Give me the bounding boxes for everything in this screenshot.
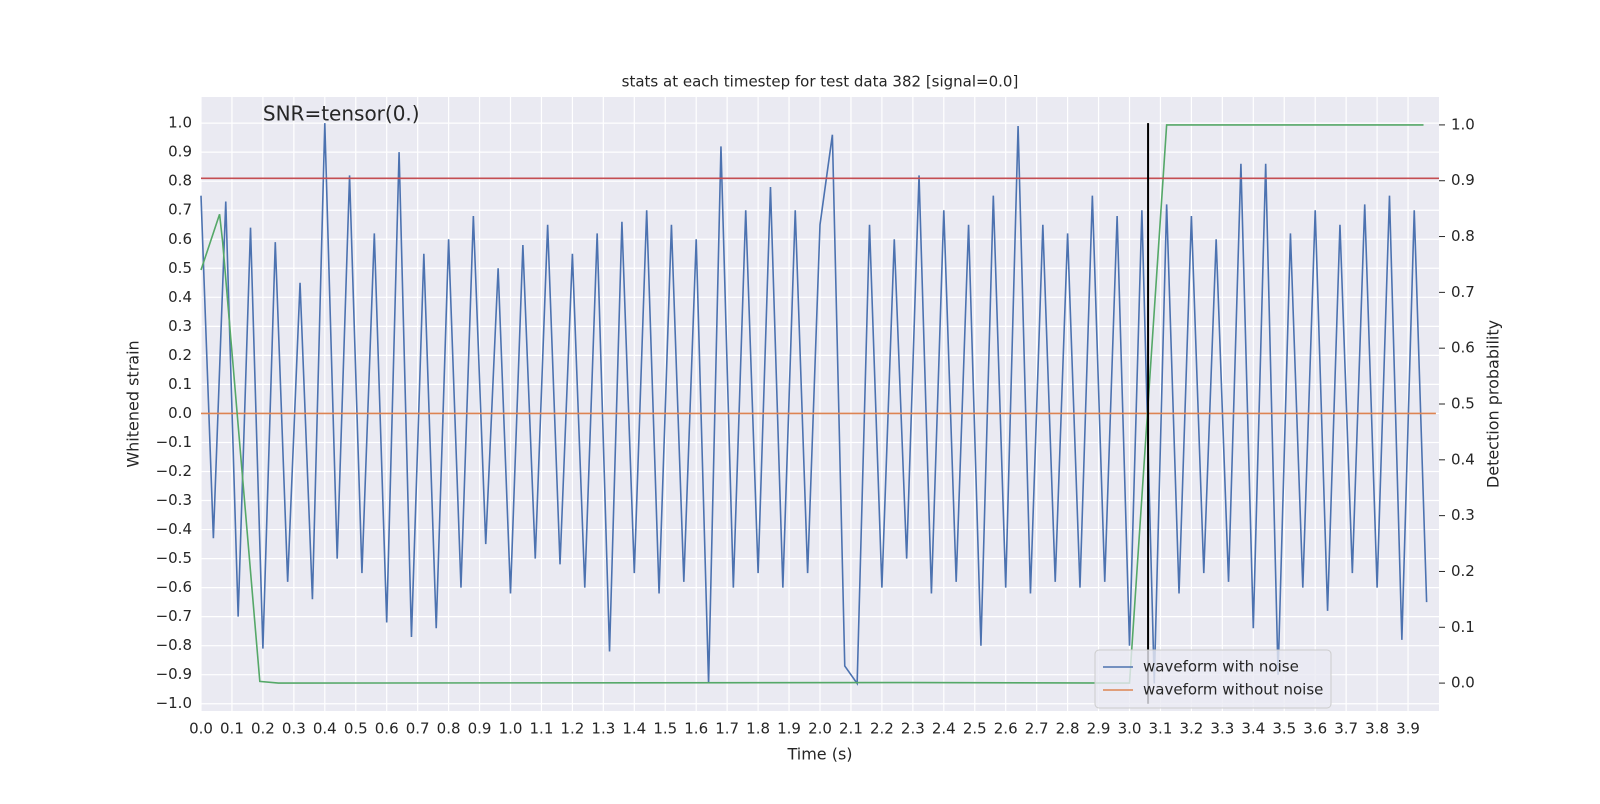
y2-tick-label: 0.2 (1451, 562, 1475, 580)
y-tick-label: −1.0 (156, 694, 192, 712)
x-tick-label: 3.8 (1365, 720, 1389, 738)
y-tick-label: 0.2 (168, 346, 192, 364)
y-tick-label: 0.7 (168, 201, 192, 219)
y2-tick-label: 0.1 (1451, 618, 1475, 636)
y-tick-label: −0.9 (156, 665, 192, 683)
series-line (200, 123, 1428, 686)
x-tick-label: 0.4 (313, 720, 337, 738)
y2-tick-label: 0.0 (1451, 674, 1475, 692)
y-tick-label: 1.0 (168, 114, 192, 132)
y-tick-label: −0.6 (156, 578, 192, 596)
x-tick-label: 1.1 (530, 720, 554, 738)
x-tick-label: 2.0 (808, 720, 832, 738)
x-tick-label: 0.3 (282, 720, 306, 738)
x-tick-label: 2.7 (1025, 720, 1049, 738)
x-tick-label: 2.4 (932, 720, 956, 738)
x-tick-label: 0.8 (437, 720, 461, 738)
x-tick-label: 0.7 (406, 720, 430, 738)
x-tick-label: 3.3 (1210, 720, 1234, 738)
y2-tick-label: 0.4 (1451, 450, 1475, 468)
x-tick-label: 0.6 (375, 720, 399, 738)
legend-label: waveform without noise (1143, 681, 1323, 699)
x-tick-label: 2.9 (1087, 720, 1111, 738)
x-tick-label: 1.9 (777, 720, 801, 738)
x-tick-label: 1.2 (560, 720, 584, 738)
y-tick-label: −0.1 (156, 433, 192, 451)
x-tick-label: 0.9 (468, 720, 492, 738)
x-tick-label: 2.6 (994, 720, 1018, 738)
y-axis-label: Whitened strain (124, 340, 143, 467)
y-tick-label: −0.3 (156, 491, 192, 509)
y2-tick-label: 1.0 (1451, 115, 1475, 133)
x-tick-label: 0.5 (344, 720, 368, 738)
x-tick-label: 1.7 (715, 720, 739, 738)
x-tick-label: 3.6 (1303, 720, 1327, 738)
annotation: SNR=tensor(0.) (263, 102, 420, 126)
y-tick-label: 0.4 (168, 288, 192, 306)
y-tick-label: −0.5 (156, 549, 192, 567)
y-tick-label: 0.8 (168, 172, 192, 190)
y2-tick-label: 0.8 (1451, 227, 1475, 245)
x-tick-label: 0.2 (251, 720, 275, 738)
x-tick-label: 1.5 (653, 720, 677, 738)
y-tick-label: −0.2 (156, 462, 192, 480)
y2-tick-label: 0.7 (1451, 283, 1475, 301)
y-tick-label: 0.9 (168, 143, 192, 161)
y-tick-label: −0.4 (156, 520, 192, 538)
x-tick-label: 3.5 (1272, 720, 1296, 738)
legend-label: waveform with noise (1143, 658, 1299, 676)
x-tick-label: 1.4 (622, 720, 646, 738)
y2-axis-label: Detection probability (1484, 320, 1503, 488)
y2-tick-label: 0.9 (1451, 171, 1475, 189)
x-tick-label: 0.1 (220, 720, 244, 738)
y-tick-label: −0.8 (156, 636, 192, 654)
y-tick-label: −0.7 (156, 607, 192, 625)
x-tick-label: 2.2 (870, 720, 894, 738)
y-tick-label: 0.3 (168, 317, 192, 335)
y-tick-label: 0.0 (168, 404, 192, 422)
x-tick-label: 3.1 (1149, 720, 1173, 738)
y2-tick-label: 0.3 (1451, 506, 1475, 524)
legend-box (1094, 649, 1332, 709)
x-tick-label: 1.3 (591, 720, 615, 738)
x-tick-label: 3.2 (1179, 720, 1203, 738)
y2-tick-label: 0.6 (1451, 339, 1475, 357)
x-tick-label: 1.8 (746, 720, 770, 738)
y2-tick-label: 0.5 (1451, 395, 1475, 413)
x-tick-label: 2.3 (901, 720, 925, 738)
x-tick-label: 1.0 (499, 720, 523, 738)
x-tick-label: 2.8 (1056, 720, 1080, 738)
x-tick-label: 3.4 (1241, 720, 1265, 738)
x-axis-label: Time (s) (786, 745, 852, 764)
x-tick-label: 1.6 (684, 720, 708, 738)
y-tick-label: 0.5 (168, 259, 192, 277)
x-tick-label: 2.1 (839, 720, 863, 738)
x-tick-label: 2.5 (963, 720, 987, 738)
x-tick-label: 3.7 (1334, 720, 1358, 738)
x-tick-label: 3.0 (1118, 720, 1142, 738)
series-line (200, 124, 1424, 684)
x-tick-label: 0.0 (189, 720, 213, 738)
y-tick-label: 0.6 (168, 230, 192, 248)
y-tick-label: 0.1 (168, 375, 192, 393)
chart-title: stats at each timestep for test data 382… (622, 73, 1019, 91)
x-tick-label: 3.9 (1396, 720, 1420, 738)
